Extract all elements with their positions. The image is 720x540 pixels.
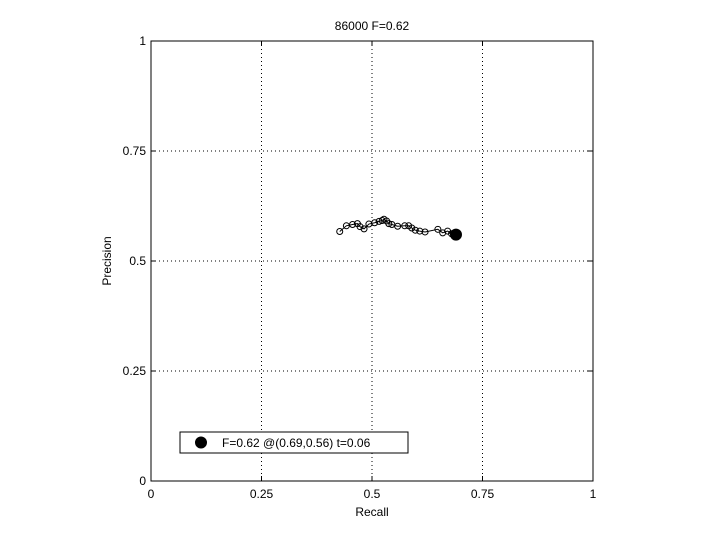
legend-entry: F=0.62 @(0.69,0.56) t=0.06 xyxy=(222,436,371,450)
series-layer xyxy=(336,215,462,241)
best-f-point xyxy=(449,228,462,241)
legend: F=0.62 @(0.69,0.56) t=0.06 xyxy=(179,431,409,454)
pr-point xyxy=(349,220,357,228)
x-tick-label: 0.25 xyxy=(250,487,274,501)
pr-point xyxy=(378,217,386,225)
pr-point xyxy=(416,227,424,235)
y-axis-label: Precision xyxy=(100,236,114,285)
y-tick-label: 1 xyxy=(139,34,146,48)
pr-point xyxy=(371,219,379,227)
pr-point xyxy=(385,220,393,228)
y-tick-label: 0.75 xyxy=(123,144,147,158)
pr-point xyxy=(421,228,429,236)
y-tick-label: 0.25 xyxy=(123,364,147,378)
x-tick-label: 0.5 xyxy=(364,487,381,501)
chart-title: 86000 F=0.62 xyxy=(335,19,410,33)
x-axis-label: Recall xyxy=(355,505,388,519)
plot-frame xyxy=(150,40,594,482)
x-tick-label: 0.75 xyxy=(471,487,495,501)
legend-box xyxy=(179,431,409,454)
pr-point xyxy=(411,226,419,234)
pr-point xyxy=(356,223,364,231)
pr-point xyxy=(434,225,442,233)
x-tick-label: 0 xyxy=(148,487,155,501)
x-tick-label: 1 xyxy=(590,487,597,501)
pr-point xyxy=(336,228,344,236)
pr-point xyxy=(408,224,416,232)
y-tick-label: 0 xyxy=(139,474,146,488)
pr-point xyxy=(401,222,409,230)
y-tick-label: 0.5 xyxy=(129,254,146,268)
pr-point xyxy=(360,225,368,233)
pr-point xyxy=(394,222,402,230)
grid-lines xyxy=(151,41,593,481)
legend-marker xyxy=(195,436,207,449)
pr-point xyxy=(439,229,447,237)
